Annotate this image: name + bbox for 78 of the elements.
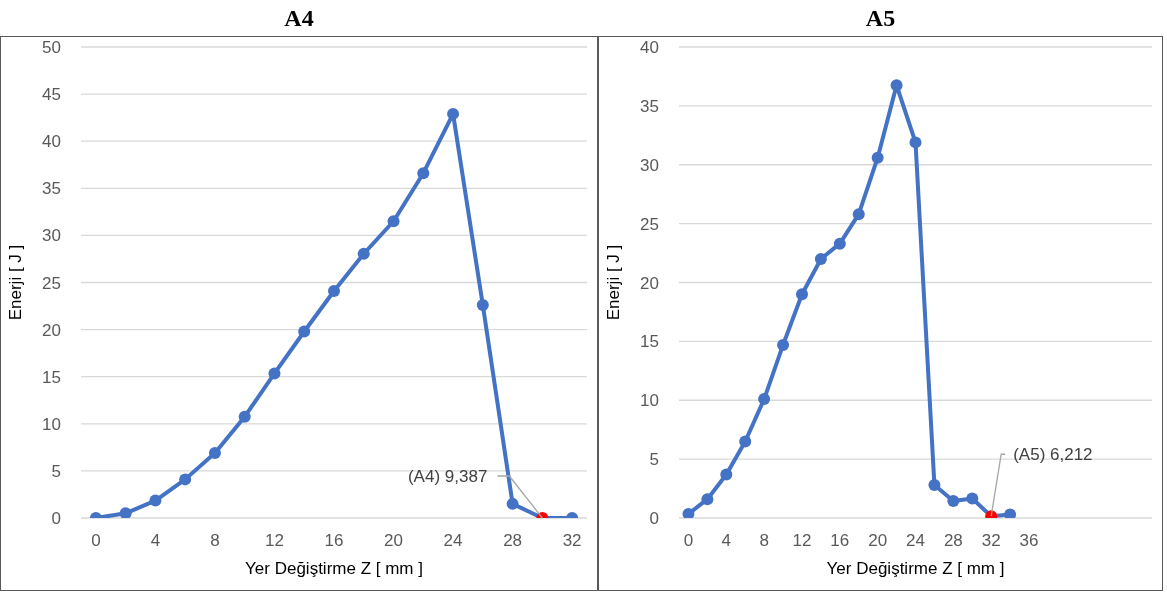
y-tick-label: 15 <box>42 367 61 387</box>
point <box>682 507 695 518</box>
point <box>506 497 519 510</box>
x-tick-label: 16 <box>324 531 344 551</box>
point <box>871 151 884 164</box>
point <box>1004 508 1017 518</box>
y-tick-label: 10 <box>640 391 659 411</box>
point <box>149 494 162 507</box>
point <box>947 494 960 507</box>
y-tick-label: 30 <box>640 155 659 175</box>
point <box>447 107 460 120</box>
point <box>387 215 400 228</box>
point <box>298 325 311 338</box>
y-tick-label: 40 <box>42 132 61 152</box>
y-tick-label: 30 <box>42 226 61 246</box>
x-tick-label: 28 <box>943 531 963 551</box>
x-tick-label: 0 <box>683 531 694 551</box>
x-axis-title: Yer Değiştirme Z [ mm ] <box>826 559 1005 578</box>
y-tick-label: 25 <box>640 214 659 234</box>
annotation: (A4) 9,387 <box>407 467 488 486</box>
point <box>928 479 941 492</box>
x-tick-label: 24 <box>443 531 463 551</box>
y-tick-label: 25 <box>42 273 61 293</box>
x-tick-label: 12 <box>265 531 284 551</box>
y-tick-label: 20 <box>42 320 61 340</box>
point <box>476 299 489 312</box>
point <box>909 136 922 149</box>
x-tick-label: 16 <box>830 531 850 551</box>
point <box>268 367 281 380</box>
x-tick-label: 4 <box>150 531 161 551</box>
x-tick-label: 4 <box>721 531 732 551</box>
point <box>701 493 714 506</box>
point <box>966 492 979 505</box>
y-tick-label: 15 <box>640 332 659 352</box>
point <box>814 252 827 265</box>
y-tick-label: 40 <box>640 38 659 58</box>
y-axis-title: Enerji [ J ] <box>604 244 624 321</box>
point <box>758 393 771 406</box>
x-tick-label: 28 <box>503 531 523 551</box>
x-tick-label: 8 <box>759 531 769 551</box>
y-tick-label: 5 <box>51 461 61 481</box>
y-tick-label: 20 <box>640 273 659 293</box>
point <box>795 288 808 301</box>
point <box>238 410 251 423</box>
point <box>179 473 192 486</box>
y-tick-label: 10 <box>42 414 61 434</box>
point <box>208 447 221 459</box>
point <box>890 79 903 92</box>
x-tick-label: 20 <box>868 531 888 551</box>
x-tick-label: 24 <box>906 531 925 551</box>
x-tick-label: 0 <box>91 531 101 551</box>
annotation: (A5) 6,212 <box>1013 445 1093 465</box>
point <box>777 338 790 351</box>
x-tick-label: 32 <box>562 531 582 551</box>
chart-title: A5 <box>864 4 897 33</box>
y-axis-title: Enerji [ J ] <box>6 244 26 321</box>
y-tick-label: 0 <box>649 509 659 529</box>
x-axis-title: Yer Değiştirme Z [ mm ] <box>245 559 423 578</box>
y-tick-label: 0 <box>51 509 61 529</box>
point <box>417 167 430 180</box>
y-tick-label: 5 <box>649 450 659 470</box>
point <box>720 468 733 481</box>
x-tick-label: 36 <box>1019 531 1039 551</box>
y-tick-label: 35 <box>42 179 61 199</box>
point <box>739 435 752 448</box>
y-tick-label: 45 <box>42 85 61 105</box>
y-tick-label: 50 <box>42 38 61 58</box>
x-tick-label: 20 <box>384 531 403 551</box>
point <box>852 208 865 221</box>
point <box>119 507 132 518</box>
x-tick-label: 32 <box>981 531 1001 551</box>
x-tick-label: 12 <box>792 531 812 551</box>
y-tick-label: 35 <box>640 96 659 116</box>
chart-title: A4 <box>283 4 315 33</box>
point <box>833 237 846 250</box>
point <box>328 284 340 297</box>
point <box>357 247 370 260</box>
x-tick-label: 8 <box>210 531 220 551</box>
